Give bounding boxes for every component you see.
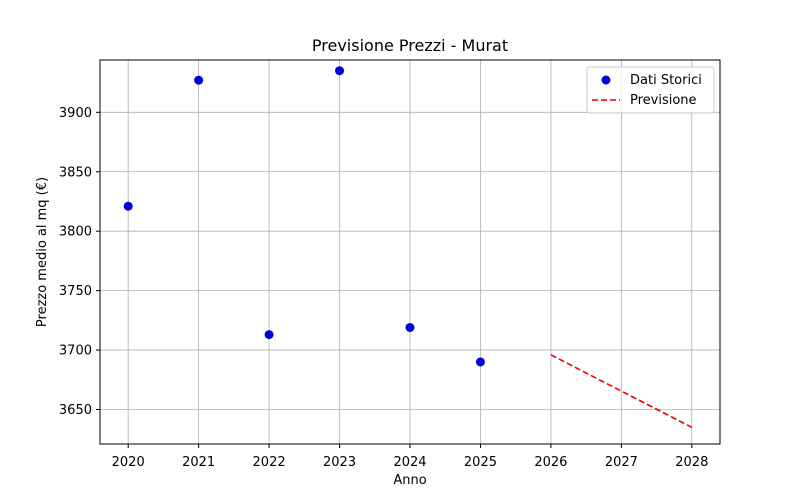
y-tick-label: 3750 (59, 284, 92, 299)
y-tick-label: 3800 (59, 225, 92, 240)
legend-box (586, 66, 715, 114)
legend-label-previsione: Previsione (630, 93, 697, 108)
chart-title: Previsione Prezzi - Murat (312, 36, 508, 55)
legend: Dati Storici Previsione (586, 66, 715, 114)
y-tick-label: 3700 (59, 344, 92, 359)
x-axis-label: Anno (393, 473, 426, 488)
y-tick-label: 3900 (59, 106, 92, 121)
grid (100, 60, 720, 444)
data-point (475, 357, 485, 367)
data-point (264, 330, 274, 340)
y-tick-label: 3650 (59, 403, 92, 418)
data-point (123, 201, 133, 211)
x-tick-label: 2025 (464, 455, 497, 470)
ticks: 2020 2021 2022 2023 2024 2025 2026 2027 2028 3650… (59, 106, 708, 470)
x-tick-label: 2024 (393, 455, 426, 470)
x-tick-label: 2021 (182, 455, 215, 470)
series-layer (123, 66, 693, 429)
x-tick-label: 2028 (675, 455, 708, 470)
y-tick-label: 3850 (59, 165, 92, 180)
x-tick-label: 2022 (253, 455, 286, 470)
x-tick-label: 2020 (112, 455, 145, 470)
y-axis-label: Prezzo medio al mq (€) (35, 177, 50, 327)
data-point (405, 322, 415, 332)
x-tick-label: 2023 (323, 455, 356, 470)
x-tick-label: 2027 (605, 455, 638, 470)
legend-marker-dati-storici (601, 75, 611, 85)
legend-label-dati-storici: Dati Storici (630, 73, 702, 88)
data-point (194, 75, 204, 85)
x-tick-label: 2026 (534, 455, 567, 470)
data-point (335, 66, 345, 76)
